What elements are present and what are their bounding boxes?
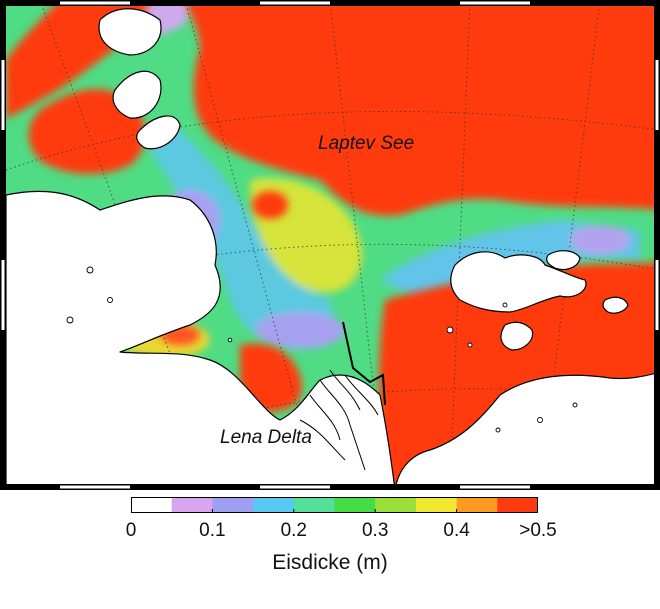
mainland-west xyxy=(6,190,395,484)
colorbar-tick-label: 0.3 xyxy=(361,520,389,541)
colorbar xyxy=(131,497,538,513)
colorbar-cell xyxy=(293,497,335,513)
lena-delta-channels xyxy=(299,369,379,471)
thick-ice-central xyxy=(252,191,288,219)
colorbar-cell xyxy=(375,497,417,513)
coastal-islets xyxy=(66,266,578,433)
land xyxy=(6,8,654,484)
colorbar-cell xyxy=(253,497,295,513)
mainland-east xyxy=(395,373,654,484)
ice-thickness-map: Laptev See Lena Delta xyxy=(0,0,660,490)
colorbar-tick-label: >0.5 xyxy=(519,520,557,541)
thick-ice-north xyxy=(187,6,654,216)
colorbar-tick-label: 0.2 xyxy=(280,520,308,541)
colorbar-title: Eisdicke (m) xyxy=(272,551,388,574)
transect-line xyxy=(342,321,386,406)
laptev-sea-label: Laptev See xyxy=(318,133,415,154)
new-siberian-islands-small xyxy=(500,321,534,351)
colorbar-cell xyxy=(456,497,498,513)
severnaya-zemlya-south xyxy=(112,70,162,119)
thick-ice-west-bay xyxy=(28,89,145,175)
island-northwest xyxy=(98,8,162,56)
colorbar-cell xyxy=(415,497,458,513)
colorbar-cell xyxy=(212,497,254,513)
colorbar-tick-label: 0.4 xyxy=(443,520,470,541)
thick-ice-south-coast xyxy=(240,343,302,412)
thin-ice-patch xyxy=(255,312,345,348)
map-border xyxy=(0,0,660,490)
colorbar-cell xyxy=(497,497,538,513)
new-siberian-islands-large xyxy=(450,251,587,313)
island-east xyxy=(546,250,581,271)
colorbar-cell xyxy=(131,497,173,513)
colorbar-cell xyxy=(334,497,376,513)
colorbar-tick-label: 0 xyxy=(125,520,137,541)
colorbar-tick-label: 0.1 xyxy=(199,520,226,541)
thin-ice-patch xyxy=(570,226,630,254)
lena-delta-label: Lena Delta xyxy=(220,427,312,448)
colorbar-cell xyxy=(171,497,213,513)
cyan-band-west xyxy=(150,120,340,350)
severnaya-zemlya-east xyxy=(136,115,181,150)
island-east-2 xyxy=(602,296,629,314)
